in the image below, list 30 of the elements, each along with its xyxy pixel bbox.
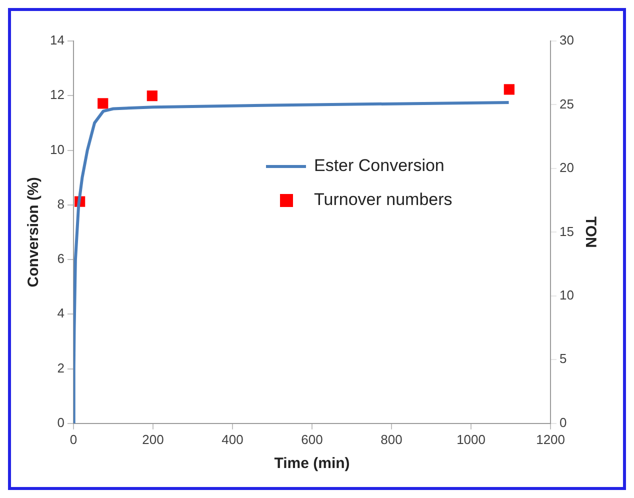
x-tick-label: 600 bbox=[301, 432, 323, 447]
x-axis-title: Time (min) bbox=[274, 455, 350, 472]
y2-tick-label: 15 bbox=[560, 224, 574, 239]
x-tick-label: 1000 bbox=[456, 432, 486, 447]
y2-tick-label: 30 bbox=[560, 32, 574, 48]
y-tick-label: 8 bbox=[57, 196, 64, 212]
y-tick-label: 10 bbox=[50, 142, 64, 157]
legend-label: Ester Conversion bbox=[314, 156, 444, 176]
y2-axis-title: TON bbox=[582, 216, 599, 248]
point bbox=[146, 90, 158, 102]
y-tick-label: 0 bbox=[57, 414, 64, 430]
x-tick-label: 0 bbox=[70, 432, 78, 447]
point bbox=[98, 98, 108, 109]
y-tick-label: 6 bbox=[57, 251, 64, 266]
y2-tick-label: 0 bbox=[560, 414, 567, 430]
x-tick-label: 800 bbox=[380, 432, 402, 447]
y2-tick-label: 25 bbox=[560, 96, 574, 112]
legend-label: Turnover numbers bbox=[314, 190, 452, 210]
y2-tick-label: 10 bbox=[560, 288, 574, 303]
y-tick-label: 4 bbox=[57, 306, 64, 321]
x-tick-label: 400 bbox=[222, 432, 244, 447]
x-tick-label: 1200 bbox=[536, 432, 565, 447]
point bbox=[504, 84, 514, 95]
y-tick-label: 12 bbox=[50, 87, 64, 102]
y2-tick-label: 20 bbox=[560, 160, 574, 176]
y-axis-title: Conversion (%) bbox=[25, 177, 42, 288]
y-tick-label: 14 bbox=[50, 32, 64, 48]
x-tick-label: 200 bbox=[142, 432, 164, 447]
y-tick-label: 2 bbox=[57, 360, 64, 376]
y2-tick-label: 5 bbox=[560, 351, 567, 366]
